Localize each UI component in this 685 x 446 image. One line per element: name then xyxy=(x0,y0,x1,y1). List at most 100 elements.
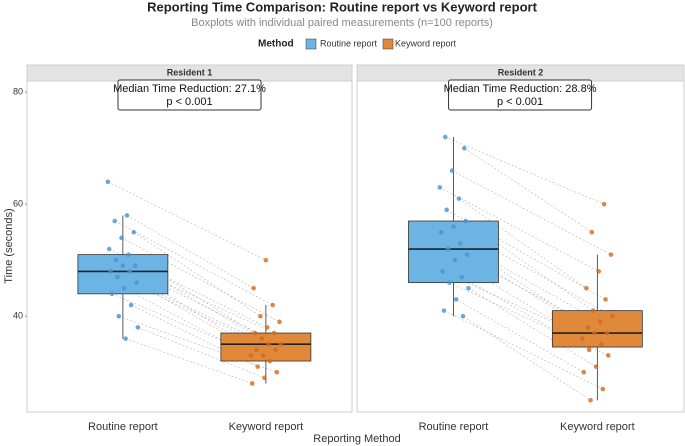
point xyxy=(248,353,254,358)
point xyxy=(271,330,277,336)
point xyxy=(119,235,124,241)
point xyxy=(588,397,593,403)
point xyxy=(456,196,462,201)
point xyxy=(134,280,139,285)
legend-label: Routine report xyxy=(320,38,378,48)
point xyxy=(603,297,608,302)
box xyxy=(408,220,499,284)
point xyxy=(113,257,119,263)
panel-border xyxy=(26,80,353,413)
point xyxy=(586,347,592,353)
point xyxy=(440,269,445,274)
pair-line xyxy=(137,327,265,379)
legend-swatch xyxy=(305,38,317,50)
panel-border xyxy=(356,80,685,413)
point xyxy=(452,257,458,263)
box xyxy=(551,310,643,348)
point xyxy=(460,313,466,319)
point xyxy=(254,347,259,353)
point xyxy=(266,341,271,347)
pair-line xyxy=(458,198,587,289)
point xyxy=(464,252,470,257)
point xyxy=(581,369,587,375)
chart-subtitle: Boxplots with individual paired measurem… xyxy=(191,17,493,29)
y-axis-title: Time (seconds) xyxy=(3,208,15,283)
y-tick-label: 40 xyxy=(13,311,23,321)
point xyxy=(123,336,128,341)
point xyxy=(466,285,471,291)
point xyxy=(131,229,137,235)
point xyxy=(457,241,463,246)
pair-line xyxy=(111,293,271,362)
strip-label: Resident 2 xyxy=(498,67,544,77)
point xyxy=(278,341,284,347)
point xyxy=(593,364,599,369)
point xyxy=(259,336,265,341)
point xyxy=(127,269,132,274)
point xyxy=(599,341,604,347)
point xyxy=(105,179,111,185)
point xyxy=(267,358,273,364)
point xyxy=(251,285,256,291)
pair-line xyxy=(126,215,254,289)
point xyxy=(106,246,112,252)
pair-line xyxy=(441,231,601,323)
point xyxy=(262,375,267,381)
point xyxy=(128,302,134,308)
legend-label: Keyword report xyxy=(395,38,457,48)
point xyxy=(600,386,606,392)
strip-label: Resident 1 xyxy=(167,67,213,77)
x-axis-title: Reporting Method xyxy=(313,433,400,445)
legend-swatch xyxy=(382,38,394,50)
point xyxy=(270,302,275,308)
point xyxy=(274,369,280,375)
pair-line xyxy=(121,237,280,323)
legend-title: Method xyxy=(258,39,294,50)
pair-line xyxy=(439,187,599,272)
point xyxy=(252,330,258,336)
x-tick-label: Keyword report xyxy=(560,421,635,433)
point xyxy=(260,353,266,358)
x-tick-label: Routine report xyxy=(419,421,489,433)
point xyxy=(120,263,126,269)
point xyxy=(449,168,455,173)
point xyxy=(264,325,270,330)
point xyxy=(124,213,130,218)
point xyxy=(597,319,603,325)
point xyxy=(605,353,611,358)
point xyxy=(589,229,595,235)
pair-line xyxy=(446,209,606,300)
x-tick-label: Keyword report xyxy=(229,421,304,433)
point xyxy=(255,364,260,369)
point xyxy=(126,252,131,257)
annotation-text: Median Time Reduction: 28.8% xyxy=(444,83,597,95)
annotation-text: Median Time Reduction: 27.1% xyxy=(113,83,266,95)
pair-line xyxy=(464,147,593,233)
pair-line xyxy=(461,276,590,351)
x-tick-label: Routine report xyxy=(88,421,158,433)
point xyxy=(445,246,451,252)
pair-line xyxy=(451,170,612,255)
point xyxy=(108,269,113,274)
annotation-box xyxy=(448,79,593,111)
point xyxy=(249,381,255,386)
y-tick-label: 60 xyxy=(13,199,23,209)
pair-line xyxy=(107,181,267,261)
point xyxy=(601,201,607,207)
point xyxy=(596,269,602,274)
pair-line xyxy=(456,299,584,373)
point xyxy=(437,185,443,190)
point xyxy=(442,134,448,140)
pair-line xyxy=(462,315,591,401)
pair-line xyxy=(468,287,597,367)
pair-line xyxy=(133,231,261,317)
point xyxy=(585,325,591,330)
point xyxy=(462,145,467,151)
point xyxy=(453,297,459,302)
point xyxy=(447,280,452,285)
pair-line xyxy=(114,220,273,306)
point xyxy=(109,291,115,297)
point xyxy=(258,313,263,319)
point xyxy=(135,325,141,330)
